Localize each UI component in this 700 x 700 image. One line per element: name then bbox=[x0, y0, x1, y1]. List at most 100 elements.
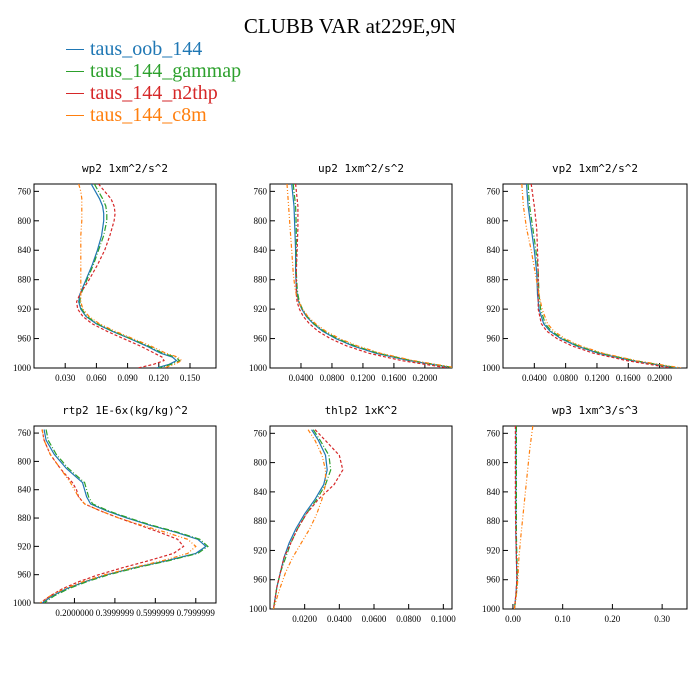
series-line-taus_144_n2thp bbox=[272, 429, 344, 609]
panel-title: wp2 1xm^2/s^2 bbox=[82, 162, 168, 175]
legend-item: taus_144_gammap bbox=[66, 60, 241, 82]
series-line-taus_144_gammap bbox=[527, 184, 680, 368]
series-line-taus_oob_144 bbox=[291, 184, 452, 368]
y-tick-label: 800 bbox=[487, 458, 501, 468]
series-line-taus_oob_144 bbox=[41, 429, 207, 603]
series-line-taus_144_gammap bbox=[292, 184, 452, 368]
legend-label: taus_144_c8m bbox=[90, 103, 207, 126]
series-line-taus_144_c8m bbox=[521, 184, 682, 368]
y-tick-label: 960 bbox=[18, 334, 32, 344]
x-tick-label: 0.030 bbox=[55, 373, 76, 383]
x-tick-label: 0.1000 bbox=[431, 614, 456, 624]
legend-item: taus_144_c8m bbox=[66, 104, 241, 126]
x-tick-label: 0.0200 bbox=[292, 614, 317, 624]
y-tick-label: 920 bbox=[487, 545, 501, 555]
y-tick-label: 880 bbox=[18, 275, 32, 285]
y-tick-label: 920 bbox=[18, 304, 32, 314]
x-tick-label: 0.1600 bbox=[616, 373, 641, 383]
x-tick-label: 0.2000000 bbox=[55, 608, 94, 618]
y-tick-label: 1000 bbox=[482, 604, 501, 614]
x-tick-label: 0.0400 bbox=[289, 373, 314, 383]
plot-frame bbox=[502, 183, 688, 369]
series-line-taus_144_n2thp bbox=[513, 426, 518, 609]
legend-swatch bbox=[66, 48, 84, 50]
series-line-taus_144_n2thp bbox=[39, 429, 185, 603]
y-tick-label: 840 bbox=[487, 245, 501, 255]
y-tick-label: 920 bbox=[254, 304, 268, 314]
legend-item: taus_oob_144 bbox=[66, 38, 241, 60]
series-line-taus_144_c8m bbox=[39, 429, 197, 603]
series-line-taus_144_c8m bbox=[513, 426, 534, 609]
y-tick-label: 800 bbox=[18, 216, 32, 226]
y-tick-label: 1000 bbox=[13, 598, 32, 608]
x-tick-label: 0.120 bbox=[149, 373, 170, 383]
y-tick-label: 880 bbox=[254, 275, 268, 285]
y-tick-label: 800 bbox=[254, 458, 268, 468]
x-tick-label: 0.090 bbox=[117, 373, 138, 383]
x-tick-label: 0.30 bbox=[654, 614, 670, 624]
series-line-taus_144_n2thp bbox=[530, 184, 672, 368]
panel-title: rtp2 1E-6x(kg/kg)^2 bbox=[62, 404, 188, 417]
y-tick-label: 760 bbox=[254, 428, 268, 438]
legend: taus_oob_144 taus_144_gammap taus_144_n2… bbox=[66, 38, 241, 126]
y-tick-label: 840 bbox=[18, 485, 32, 495]
x-tick-label: 0.0800 bbox=[396, 614, 421, 624]
y-tick-label: 840 bbox=[254, 487, 268, 497]
y-tick-label: 760 bbox=[254, 186, 268, 196]
x-tick-label: 0.00 bbox=[505, 614, 521, 624]
y-tick-label: 1000 bbox=[249, 363, 268, 373]
y-tick-label: 1000 bbox=[482, 363, 501, 373]
legend-item: taus_144_n2thp bbox=[66, 82, 241, 104]
x-tick-label: 0.0400 bbox=[522, 373, 547, 383]
series-line-taus_144_c8m bbox=[286, 184, 452, 368]
plot-frame bbox=[33, 183, 217, 369]
y-tick-label: 1000 bbox=[249, 604, 268, 614]
plot-frame bbox=[33, 425, 217, 604]
series-line-taus_144_gammap bbox=[43, 429, 209, 603]
series-line-taus_144_gammap bbox=[79, 184, 181, 368]
y-tick-label: 800 bbox=[18, 456, 32, 466]
x-tick-label: 0.150 bbox=[180, 373, 201, 383]
y-tick-label: 880 bbox=[487, 516, 501, 526]
y-tick-label: 800 bbox=[254, 216, 268, 226]
y-tick-label: 880 bbox=[487, 275, 501, 285]
x-tick-label: 0.7999999 bbox=[177, 608, 216, 618]
series-line-taus_oob_144 bbox=[78, 184, 178, 368]
series-line-taus_oob_144 bbox=[272, 429, 328, 609]
x-tick-label: 0.5999999 bbox=[136, 608, 175, 618]
legend-swatch bbox=[66, 114, 84, 116]
x-tick-label: 0.060 bbox=[86, 373, 107, 383]
x-tick-label: 0.0800 bbox=[553, 373, 578, 383]
legend-swatch bbox=[66, 70, 84, 72]
y-tick-label: 760 bbox=[487, 186, 501, 196]
y-tick-label: 760 bbox=[487, 428, 501, 438]
x-tick-label: 0.1600 bbox=[382, 373, 407, 383]
y-tick-label: 800 bbox=[487, 216, 501, 226]
y-tick-label: 920 bbox=[254, 545, 268, 555]
x-tick-label: 0.20 bbox=[605, 614, 621, 624]
y-tick-label: 960 bbox=[487, 334, 501, 344]
x-tick-label: 0.10 bbox=[555, 614, 571, 624]
y-tick-label: 840 bbox=[18, 245, 32, 255]
y-tick-label: 960 bbox=[254, 575, 268, 585]
legend-swatch bbox=[66, 92, 84, 94]
x-tick-label: 0.0600 bbox=[362, 614, 387, 624]
series-line-taus_144_n2thp bbox=[75, 184, 165, 368]
y-tick-label: 840 bbox=[487, 487, 501, 497]
y-tick-label: 1000 bbox=[13, 363, 32, 373]
panel-title: thlp2 1xK^2 bbox=[325, 404, 398, 417]
plot-frame bbox=[269, 425, 453, 610]
x-tick-label: 0.1200 bbox=[585, 373, 610, 383]
y-tick-label: 960 bbox=[18, 570, 32, 580]
legend-label: taus_144_n2thp bbox=[90, 81, 218, 104]
series-line-taus_144_c8m bbox=[272, 429, 327, 609]
y-tick-label: 760 bbox=[18, 428, 32, 438]
panel-title: wp3 1xm^3/s^3 bbox=[552, 404, 638, 417]
legend-label: taus_144_gammap bbox=[90, 59, 242, 82]
x-tick-label: 0.2000 bbox=[647, 373, 672, 383]
x-tick-label: 0.2000 bbox=[413, 373, 438, 383]
figure-title: CLUBB VAR at229E,9N bbox=[243, 14, 457, 38]
series-line-taus_oob_144 bbox=[525, 184, 677, 368]
panel-title: up2 1xm^2/s^2 bbox=[318, 162, 404, 175]
